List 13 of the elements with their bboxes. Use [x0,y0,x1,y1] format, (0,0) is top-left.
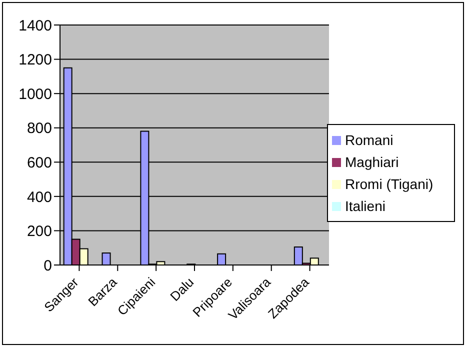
legend-label: Romani [345,132,394,148]
y-tick-label: 800 [26,120,52,138]
y-tick-label: 1200 [18,52,52,69]
y-tick-label: 0 [44,257,52,274]
y-tick-label: 400 [26,188,52,206]
legend-label: Italieni [345,198,386,214]
y-tick-label: 200 [26,223,52,240]
x-tick-label: Dalu [167,274,197,304]
y-tick-label: 1000 [18,86,52,103]
y-tick-label: 600 [26,154,52,172]
y-tick-label: 1400 [18,17,52,34]
legend-label: Maghiari [345,154,399,170]
legend-label: Rromi (Tigani) [345,176,434,192]
